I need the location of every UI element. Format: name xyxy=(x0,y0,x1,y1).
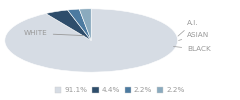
Wedge shape xyxy=(79,9,91,41)
Text: A.I.: A.I. xyxy=(178,20,199,36)
Wedge shape xyxy=(68,9,91,41)
Text: BLACK: BLACK xyxy=(174,46,211,52)
Text: ASIAN: ASIAN xyxy=(179,32,210,40)
Legend: 91.1%, 4.4%, 2.2%, 2.2%: 91.1%, 4.4%, 2.2%, 2.2% xyxy=(52,84,188,96)
Wedge shape xyxy=(5,9,178,72)
Text: WHITE: WHITE xyxy=(24,30,84,36)
Wedge shape xyxy=(46,10,91,40)
